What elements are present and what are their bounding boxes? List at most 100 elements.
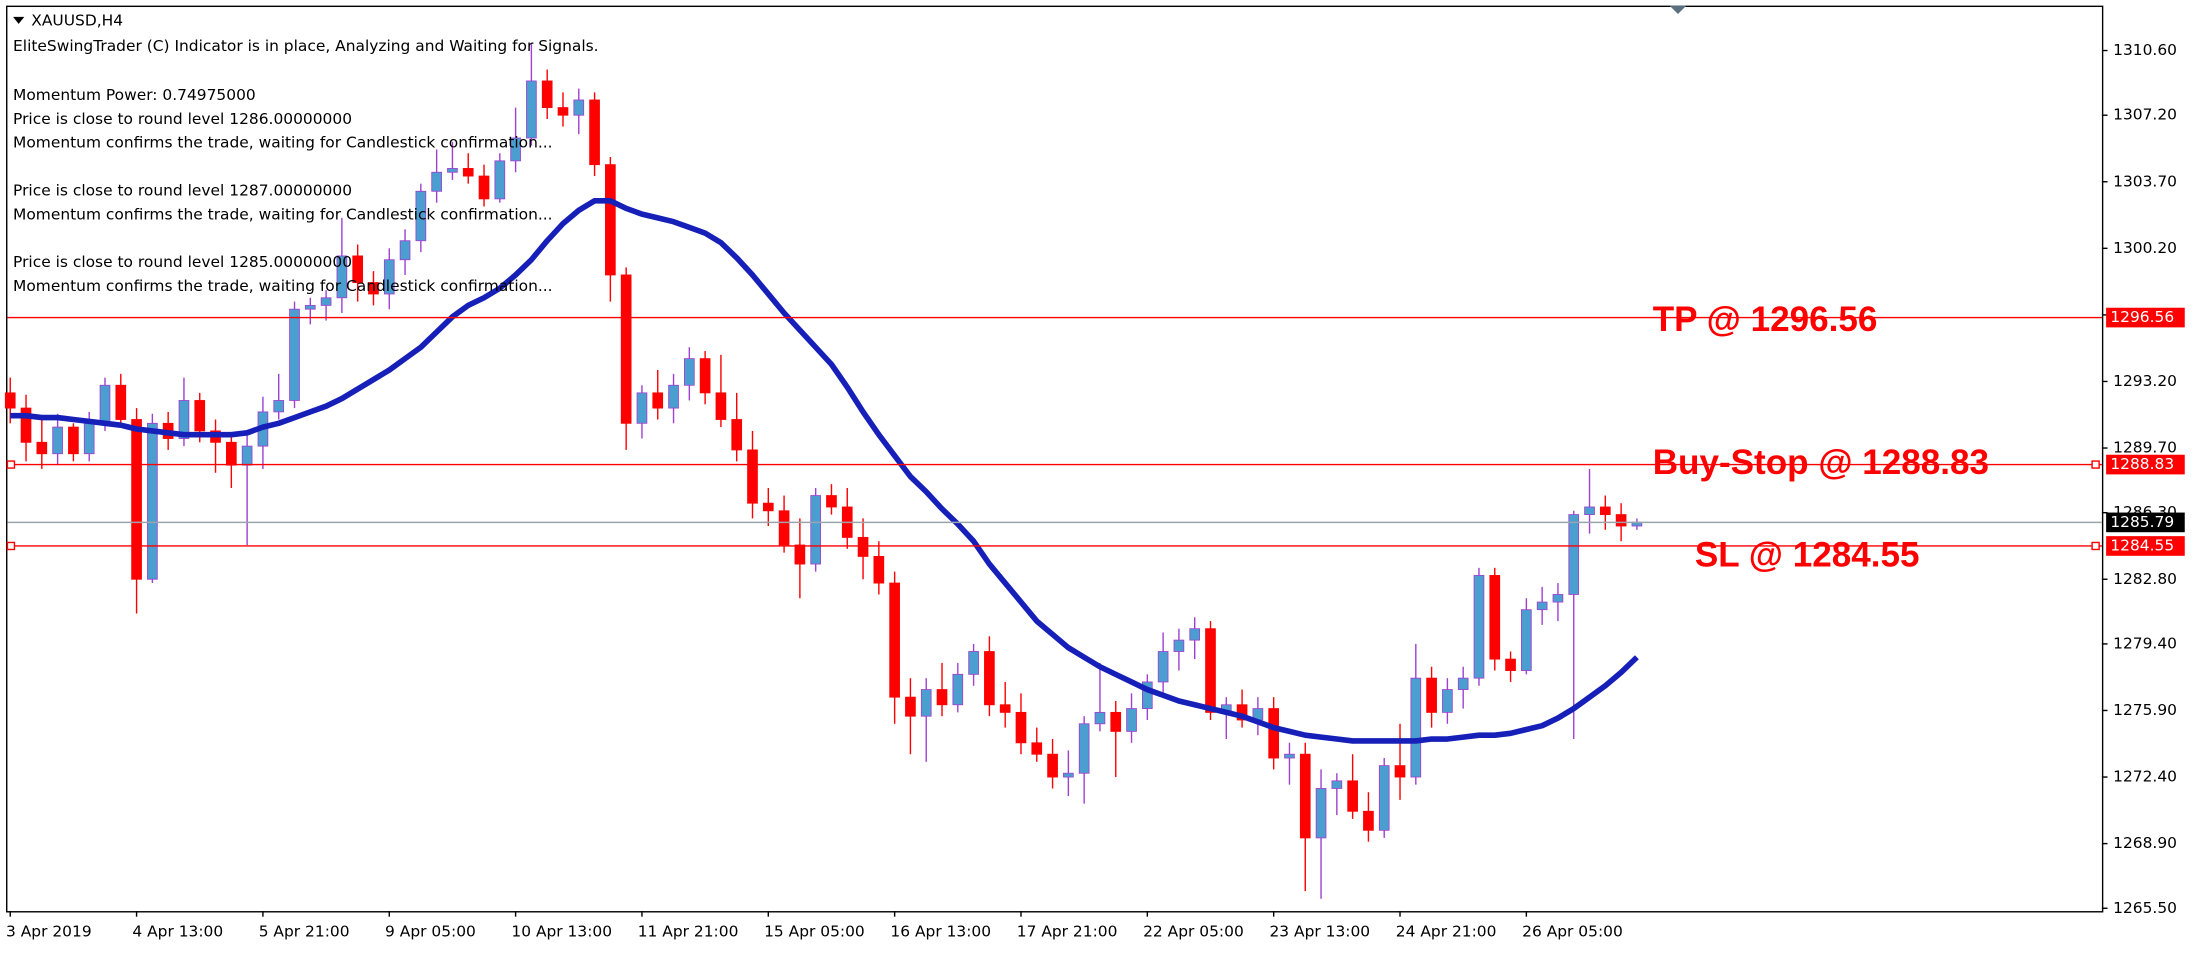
candle-body: [1141, 681, 1153, 709]
candle-body: [1268, 708, 1280, 759]
candle-body: [83, 422, 95, 455]
candle-body: [1331, 780, 1343, 789]
level-handle: [6, 541, 16, 551]
candle-body: [1126, 708, 1137, 732]
candle-body: [115, 384, 127, 420]
candle-body: [431, 171, 442, 192]
candle-body: [510, 137, 521, 162]
candle-body: [968, 651, 979, 675]
message: Momentum confirms the trade, waiting for…: [13, 134, 553, 152]
candle-body: [920, 689, 932, 717]
candle-body: [984, 651, 995, 706]
candle-body: [557, 107, 569, 116]
candle-body: [762, 502, 774, 512]
candle-body: [36, 441, 48, 455]
moving-average-line: [10, 197, 1639, 744]
candle-body: [683, 358, 695, 386]
level-price-tag: [2106, 536, 2185, 556]
candle-body: [1410, 677, 1422, 778]
y-tick-label: 1275.90: [2113, 701, 2177, 719]
candle-body: [1173, 639, 1185, 652]
candle-body: [99, 384, 111, 424]
level-handle: [2091, 541, 2100, 551]
y-tick-label: 1265.50: [2113, 899, 2177, 917]
candle-body: [1473, 575, 1485, 679]
candle-body: [1568, 514, 1580, 595]
candle-body: [1094, 711, 1106, 725]
grid-layer: [9, 49, 2108, 917]
y-tick-label: 1282.80: [2113, 570, 2177, 588]
message: Price is close to round level 1286.00000…: [13, 110, 352, 128]
level-annotation: Buy-Stop @ 1288.83: [1653, 443, 1989, 482]
candle-body: [857, 536, 869, 557]
candle-body: [1505, 658, 1516, 671]
candle-body: [494, 160, 506, 200]
x-tick-label: 4 Apr 13:00: [132, 923, 223, 941]
y-tick-label: 1293.20: [2113, 372, 2177, 390]
text-layer: XAUUSD,H4 EliteSwingTrader (C) Indicator…: [6, 5, 2185, 941]
y-tick-label: 1279.40: [2113, 634, 2177, 652]
level-price-label: 1284.55: [2110, 536, 2174, 554]
level-price-tag: [2106, 454, 2185, 475]
level-price-tag: [2106, 307, 2185, 328]
y-tick-label: 1303.70: [2113, 172, 2177, 190]
level-handle: [2091, 460, 2100, 469]
x-tick-label: 22 Apr 05:00: [1143, 923, 1244, 941]
candle-body: [447, 168, 458, 173]
candle-body: [605, 164, 616, 276]
candle-body: [1552, 594, 1564, 603]
candle-body: [952, 673, 964, 706]
candle-body: [999, 704, 1011, 713]
x-tick-label: 24 Apr 21:00: [1396, 923, 1497, 941]
candle-body: [905, 696, 916, 717]
candle-body: [810, 495, 822, 565]
candle-body: [636, 392, 648, 424]
candle-body: [478, 175, 490, 200]
candle-body: [336, 255, 348, 299]
candle-body: [131, 419, 142, 580]
candle-body: [226, 441, 237, 466]
candle-body: [1047, 753, 1058, 778]
x-tick-label: 23 Apr 13:00: [1269, 923, 1370, 941]
candle-body: [399, 240, 411, 261]
candle-body: [241, 445, 253, 466]
candle-body: [1615, 514, 1627, 527]
candle-body: [589, 99, 600, 166]
candle-body: [889, 582, 900, 698]
candle-body: [1378, 765, 1390, 831]
level-annotation: TP @ 1296.56: [1653, 300, 1878, 339]
candle-body: [1584, 506, 1595, 516]
y-tick-label: 1272.40: [2113, 768, 2177, 786]
candle-body: [289, 308, 300, 401]
candle-body: [352, 255, 364, 283]
candle-body: [699, 358, 711, 394]
message: Momentum confirms the trade, waiting for…: [13, 277, 553, 295]
candle-body: [1363, 810, 1374, 831]
candle-body: [1599, 506, 1611, 516]
candle-body: [1063, 772, 1074, 778]
dropdown-icon: [13, 16, 25, 24]
candle-body: [1110, 711, 1122, 732]
candle-body: [194, 400, 206, 432]
candle-body: [462, 168, 474, 177]
x-tick-label: 26 Apr 05:00: [1522, 923, 1623, 941]
candle-body: [1347, 780, 1358, 812]
candle-body: [1489, 575, 1501, 660]
message: Price is close to round level 1285.00000…: [13, 253, 352, 271]
chart-title: XAUUSD,H4: [31, 12, 123, 30]
candle-body: [383, 259, 395, 295]
candle-body: [1315, 788, 1327, 839]
x-tick-label: 3 Apr 2019: [6, 923, 92, 941]
candle-body: [368, 282, 379, 295]
message: Momentum Power: 0.74975000: [13, 86, 256, 104]
candle-body: [1189, 628, 1201, 641]
candle-body: [52, 426, 63, 455]
candle-body: [20, 407, 32, 443]
x-tick-label: 10 Apr 13:00: [511, 923, 612, 941]
y-tick-label: 1300.20: [2113, 239, 2177, 257]
x-tick-label: 11 Apr 21:00: [638, 923, 739, 941]
current-price-label: 1285.79: [2110, 513, 2174, 531]
y-tick-label: 1307.20: [2113, 106, 2177, 124]
